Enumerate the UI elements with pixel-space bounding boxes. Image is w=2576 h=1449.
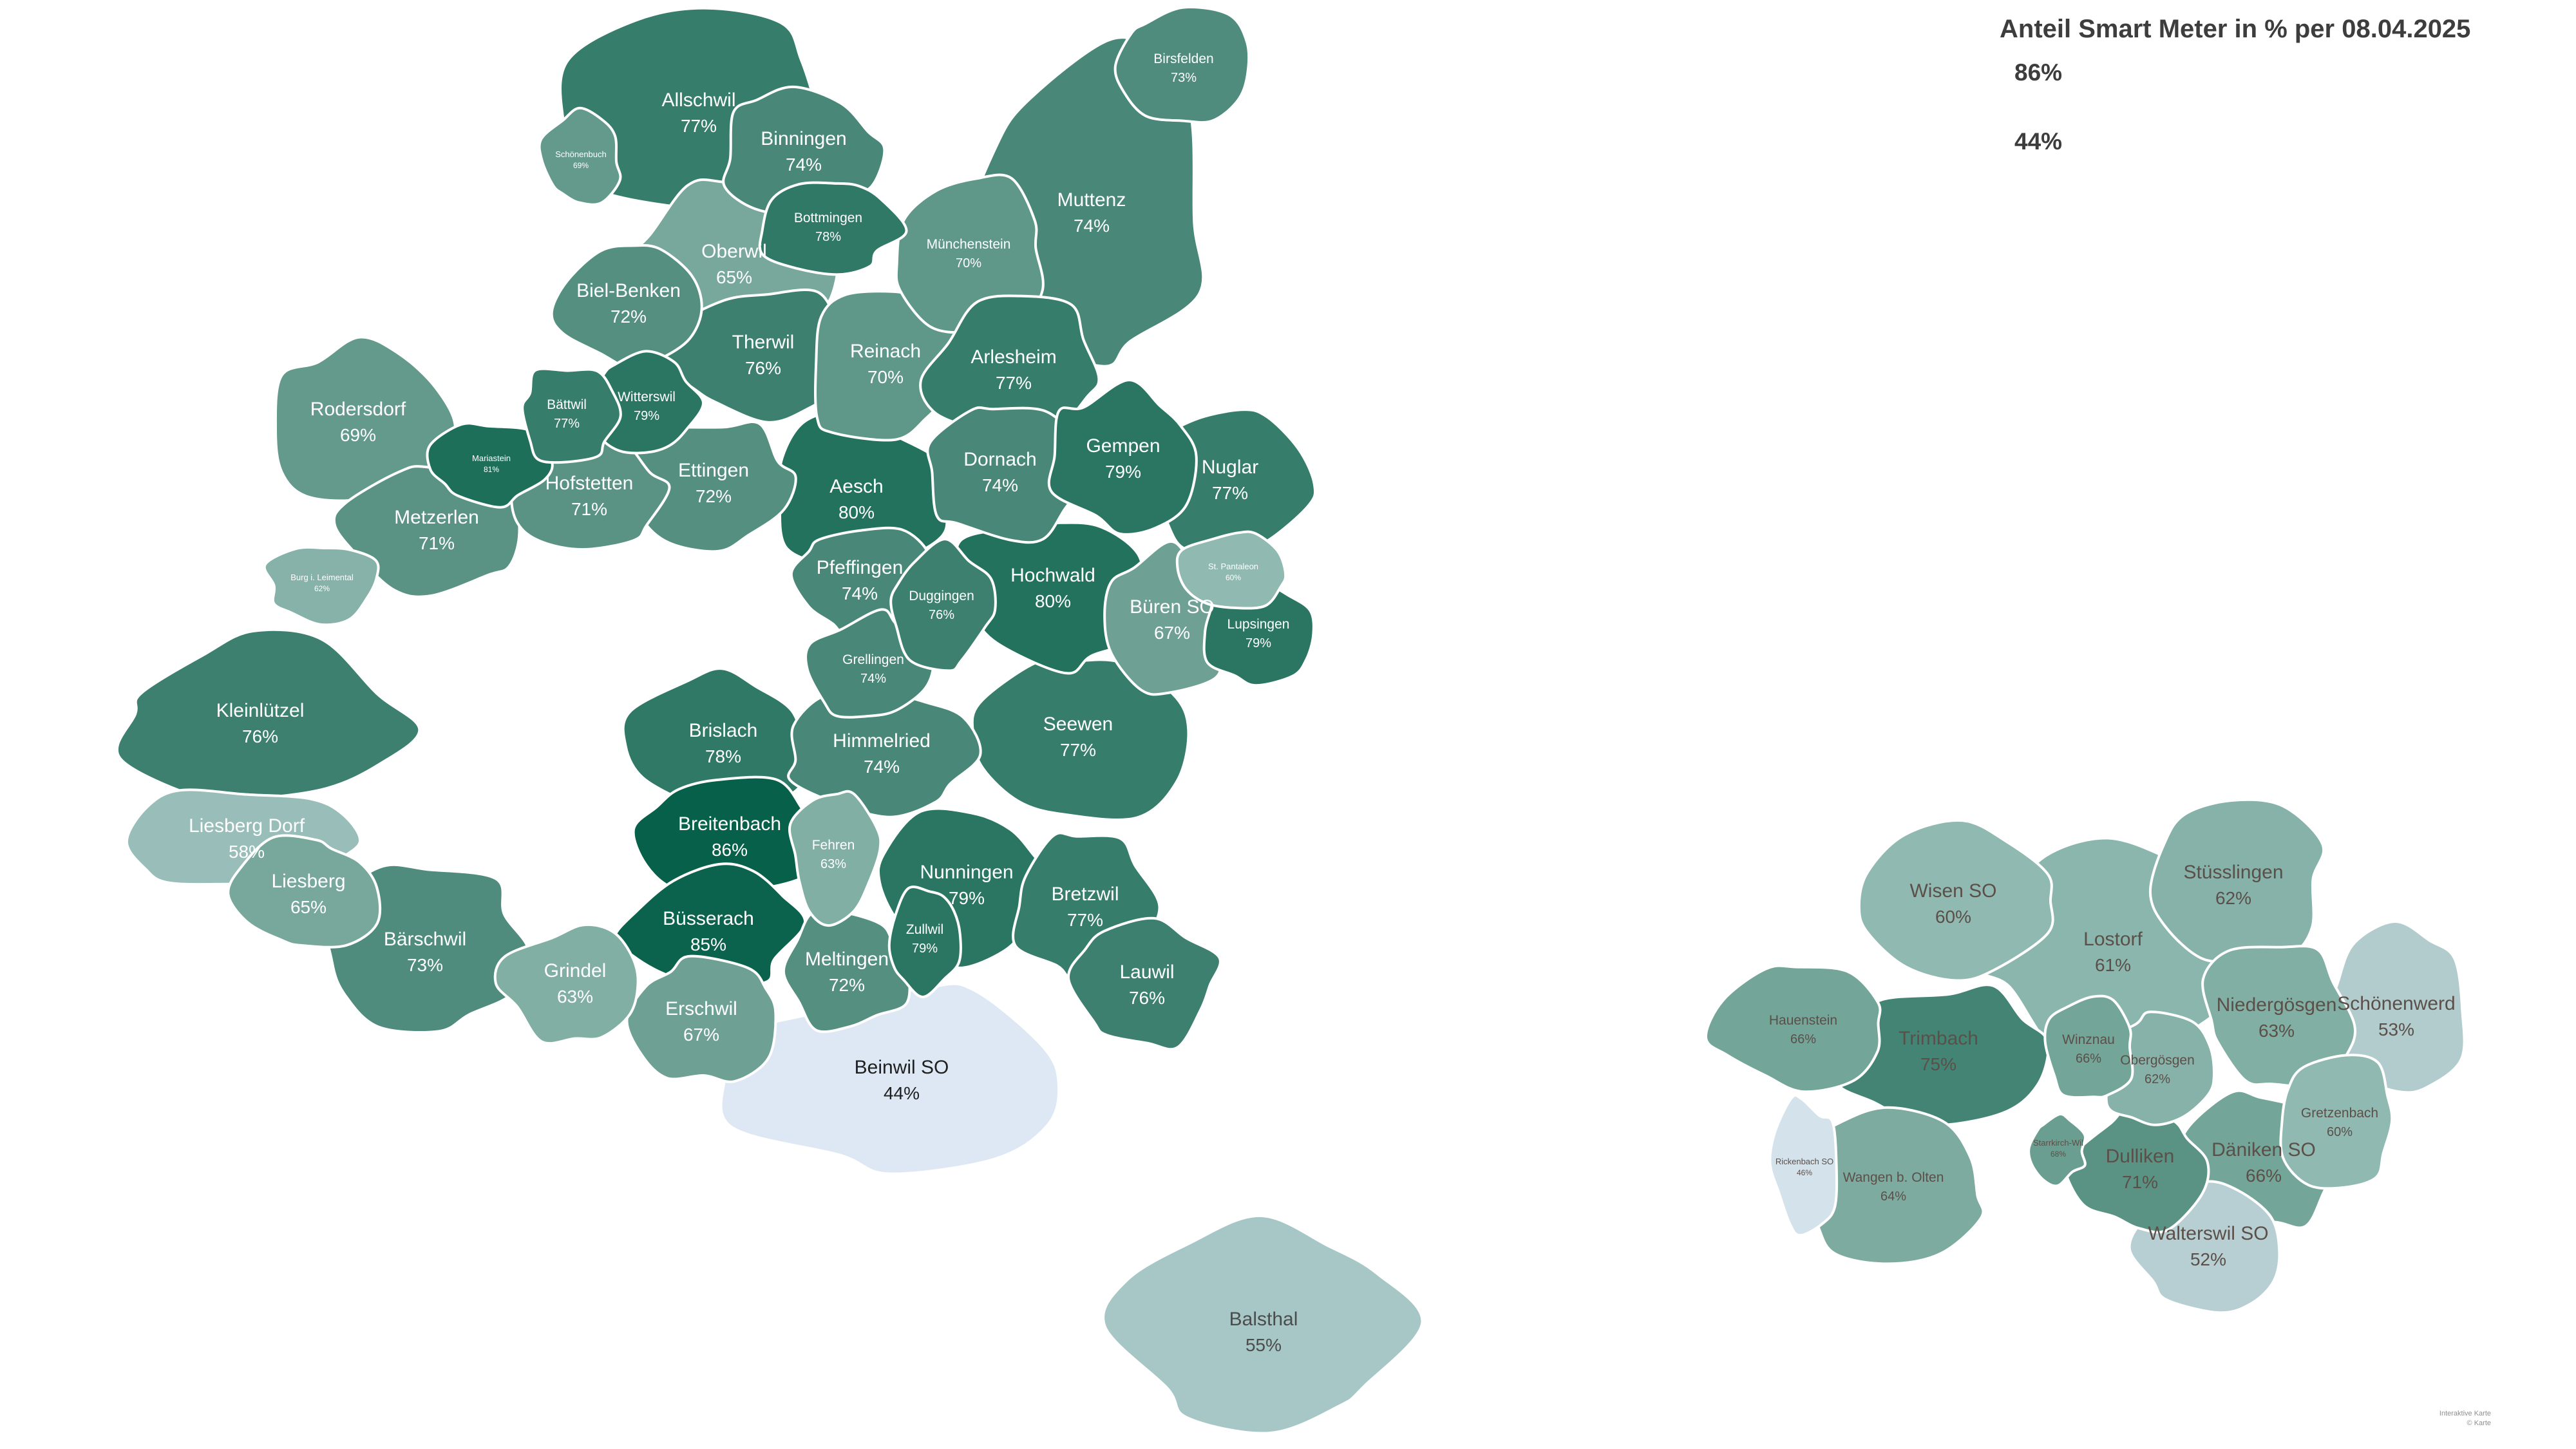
region-starrkirch-wil[interactable] (2027, 1112, 2087, 1188)
region-fehren[interactable] (788, 790, 882, 927)
region-birsfelden[interactable] (1113, 6, 1251, 124)
region-winznau[interactable] (2043, 994, 2134, 1099)
region-lauwil[interactable] (1067, 916, 1222, 1051)
region-st-sslingen[interactable] (2148, 798, 2325, 963)
legend-max-value: 86% (2014, 59, 2062, 86)
region-dulliken[interactable] (2063, 1103, 2210, 1234)
region-wisen-so[interactable] (1857, 819, 2054, 982)
region-b-ttwil[interactable] (521, 367, 622, 464)
region-meltingen[interactable] (782, 908, 911, 1034)
region-st-pantaleon[interactable] (1175, 530, 1287, 610)
region-erschwil[interactable] (625, 954, 777, 1083)
legend-min-value: 44% (2014, 128, 2062, 155)
region-gempen[interactable] (1047, 379, 1198, 536)
region-gretzenbach[interactable] (2279, 1054, 2394, 1190)
region-burg-i-leimental[interactable] (263, 545, 380, 627)
map-title: Anteil Smart Meter in % per 08.04.2025 (2000, 15, 2470, 43)
region-sch-nenbuch[interactable] (538, 106, 622, 206)
region-duggingen[interactable] (889, 538, 997, 672)
map-attribution-line1: Interaktive Karte (2439, 1410, 2491, 1417)
region-balsthal[interactable] (1102, 1214, 1424, 1435)
region-zullwil[interactable] (887, 886, 962, 999)
region-bottmingen[interactable] (758, 181, 908, 276)
region-rickenbach-so[interactable] (1768, 1094, 1839, 1237)
region-breitenbach[interactable] (632, 775, 833, 895)
region-grindel[interactable] (493, 923, 639, 1045)
region-liesberg[interactable] (227, 834, 382, 949)
region-dornach[interactable] (926, 406, 1086, 544)
region-himmelried[interactable] (787, 689, 982, 819)
region-kleinl-tzel[interactable] (115, 628, 421, 802)
map-attribution-line2: © Karte (2467, 1419, 2491, 1427)
region-hauenstein[interactable] (1704, 964, 1882, 1094)
